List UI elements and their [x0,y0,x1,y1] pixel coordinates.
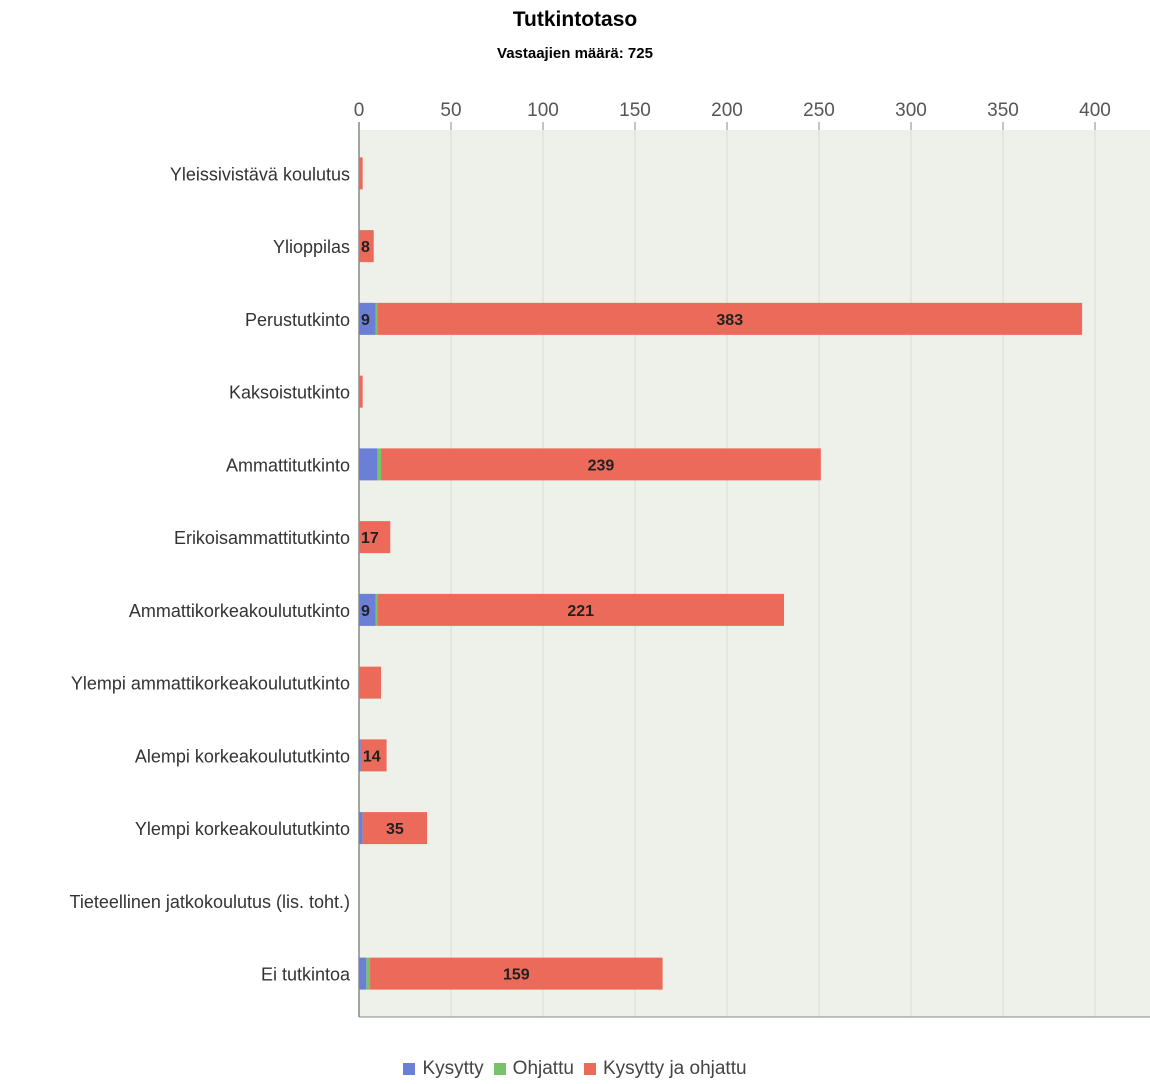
legend-item-kysytty: Kysytty [403,1058,484,1080]
x-tick-label-350: 350 [987,100,1019,121]
x-tick-label-400: 400 [1079,100,1111,121]
data-label-kysytty-ja-ohjattu-ylioppilas: 8 [361,239,370,256]
legend-swatch-ohjattu [493,1063,506,1075]
bar-kysytty-ja-ohjattu-ammattitutkinto [381,448,821,481]
category-label-ylempi-ammattikorkeakoulututkinto: Ylempi ammattikorkeakoulututkinto [71,674,350,694]
bar-kysytty-ja-ohjattu-yleissivistävä-koulutus [359,157,363,190]
bar-kysytty-ei-tutkintoa [359,957,367,990]
x-tick-label-150: 150 [619,100,651,121]
chart-title: Tutkintotaso [512,8,638,31]
x-tick-label-100: 100 [527,100,559,121]
category-label-ylempi-korkeakoulututkinto: Ylempi korkeakoulututkinto [135,819,350,839]
data-label-kysytty-ja-ohjattu-perustutkinto: 383 [716,312,743,329]
data-label-kysytty-perustutkinto: 9 [361,312,370,329]
data-label-kysytty-ja-ohjattu-alempi-korkeakoulututkinto: 14 [363,748,381,765]
data-label-kysytty-ja-ohjattu-ylempi-korkeakoulututkinto: 35 [386,821,404,838]
bar-ohjattu-ei-tutkintoa [366,957,371,990]
x-tick-label-200: 200 [711,100,743,121]
category-label-ammattitutkinto: Ammattitutkinto [226,455,350,475]
category-label-ylioppilas: Ylioppilas [273,237,350,257]
legend-label-kysytty-ja-ohjattu: Kysytty ja ohjattu [602,1058,747,1079]
legend-swatch-kysytty-ja-ohjattu [583,1063,596,1075]
category-label-erikoisammattitutkinto: Erikoisammattitutkinto [174,528,350,548]
bar-kysytty-ja-ohjattu-erikoisammattitutkinto [359,521,391,554]
legend-label-ohjattu: Ohjattu [512,1058,574,1079]
x-tick-label-300: 300 [895,100,927,121]
data-label-kysytty-ammattikorkeakoulututkinto: 9 [361,603,370,620]
legend-label-kysytty: Kysytty [422,1058,484,1079]
data-label-kysytty-ja-ohjattu-ammattitutkinto: 239 [588,457,615,474]
bar-kysytty-ja-ohjattu-ei-tutkintoa [370,957,663,990]
plot-area [359,130,1150,1017]
bar-kysytty-alempi-korkeakoulututkinto [359,739,361,772]
bar-kysytty-ja-ohjattu-ylempi-ammattikorkeakoulututkinto [359,666,382,699]
bar-kysytty-ja-ohjattu-ylempi-korkeakoulututkinto [362,812,428,845]
bar-kysytty-ja-ohjattu-ylioppilas [359,230,374,263]
bar-kysytty-ammattitutkinto [359,448,378,481]
chart-legend: Kysytty Ohjattu Kysytty ja ohjattu [0,1058,1150,1080]
bar-kysytty-ja-ohjattu-kaksoistutkinto [359,375,363,408]
data-label-kysytty-ja-ohjattu-erikoisammattitutkinto: 17 [361,530,379,547]
bar-ohjattu-perustutkinto [375,302,378,335]
bar-chart: 0 50 100 150 200 250 300 350 400 Yleissivistävä k… [70,100,1150,1018]
category-label-yleissivistävä-koulutus: Yleissivistävä koulutus [170,164,350,184]
category-label-kaksoistutkinto: Kaksoistutkinto [229,383,350,403]
data-label-kysytty-ja-ohjattu-ei-tutkintoa: 159 [503,967,530,984]
category-label-ammattikorkeakoulututkinto: Ammattikorkeakoulututkinto [129,601,350,621]
bar-ohjattu-ammattikorkeakoulututkinto [375,593,378,626]
legend-item-ohjattu: Ohjattu [493,1058,574,1080]
category-label-tieteellinen-jatkokoulutus-lis-toht: Tieteellinen jatkokoulutus (lis. toht.) [70,892,350,912]
bar-ohjattu-ammattitutkinto [377,448,382,481]
x-tick-label-0: 0 [354,100,365,121]
x-tick-label-250: 250 [803,100,835,121]
bar-kysytty-ja-ohjattu-perustutkinto [377,302,1083,335]
data-label-kysytty-ja-ohjattu-ammattikorkeakoulututkinto: 221 [567,603,594,620]
x-tick-label-50: 50 [440,100,461,121]
legend-item-kysytty-ja-ohjattu: Kysytty ja ohjattu [583,1058,747,1080]
chart-subtitle: Vastaajien määrä: 725 [497,45,653,62]
legend-swatch-kysytty [403,1063,416,1075]
bar-kysytty-ylempi-korkeakoulututkinto [359,812,363,845]
category-label-perustutkinto: Perustutkinto [245,310,350,330]
bar-kysytty-perustutkinto [359,302,376,335]
category-label-alempi-korkeakoulututkinto: Alempi korkeakoulututkinto [135,746,350,766]
category-label-ei-tutkintoa: Ei tutkintoa [261,965,351,985]
bar-kysytty-ja-ohjattu-alempi-korkeakoulututkinto [360,739,387,772]
bar-kysytty-ja-ohjattu-ammattikorkeakoulututkinto [377,593,785,626]
bar-kysytty-ammattikorkeakoulututkinto [359,593,376,626]
